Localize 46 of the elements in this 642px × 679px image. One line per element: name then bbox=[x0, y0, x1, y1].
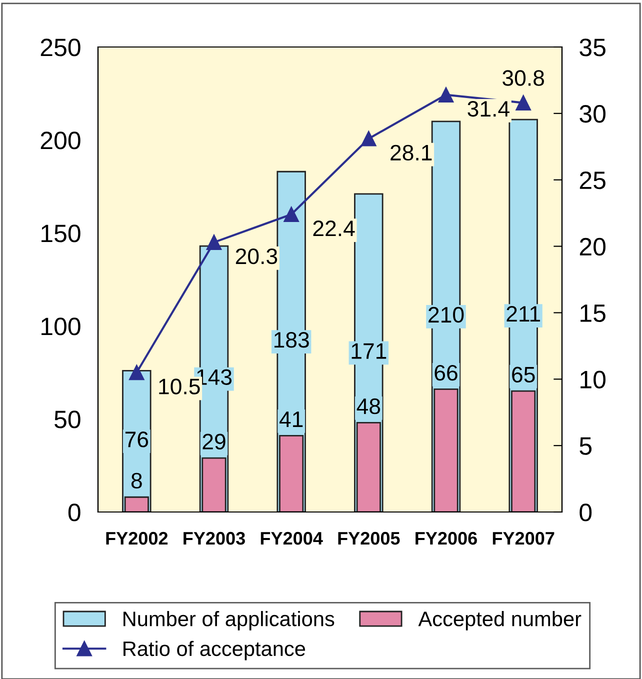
point bbox=[284, 206, 299, 222]
legend-label: Ratio of acceptance bbox=[124, 640, 306, 660]
point bbox=[129, 364, 144, 380]
y2-tick-label: 25 bbox=[580, 171, 606, 190]
x-tick-label: FY2005 bbox=[338, 532, 400, 545]
y2-tick-label: 20 bbox=[580, 238, 606, 256]
data-label: 210 bbox=[428, 306, 464, 323]
y-tick-label: 200 bbox=[40, 132, 80, 150]
data-label: 8 bbox=[131, 472, 142, 489]
data-label: 171 bbox=[352, 343, 386, 359]
y2-tick-label: 10 bbox=[580, 370, 606, 388]
y-tick-label: 150 bbox=[42, 224, 80, 242]
point bbox=[206, 234, 222, 250]
y-tick-label: 250 bbox=[40, 38, 80, 56]
data-label: 30.8 bbox=[502, 70, 544, 86]
data-label: 65 bbox=[512, 366, 535, 383]
data-label: 22.4 bbox=[313, 220, 355, 236]
data-label: 48 bbox=[356, 398, 380, 414]
data-label: 41 bbox=[279, 412, 303, 427]
point bbox=[438, 87, 454, 102]
y-tick-label: 50 bbox=[54, 410, 80, 428]
data-label: 29 bbox=[202, 434, 226, 450]
data-label: 183 bbox=[274, 332, 309, 348]
legend-label: Number of applications bbox=[124, 610, 334, 630]
x-tick-label: FY2002 bbox=[106, 532, 168, 545]
y-tick-label: 0 bbox=[68, 504, 80, 522]
y2-tick-label: 5 bbox=[580, 437, 592, 455]
data-label: 66 bbox=[434, 364, 458, 381]
y2-tick-label: 30 bbox=[580, 105, 606, 123]
y2-tick-label: 0 bbox=[580, 504, 592, 522]
y-tick-label: 100 bbox=[42, 318, 80, 336]
y2-tick-label: 15 bbox=[580, 304, 606, 322]
data-label: 211 bbox=[506, 306, 540, 322]
y2-tick-label: 35 bbox=[580, 38, 606, 56]
data-label: 31.4 bbox=[468, 100, 510, 117]
x-tick-label: FY2007 bbox=[492, 532, 554, 545]
x-tick-label: FY2004 bbox=[260, 532, 323, 545]
data-label: 28.1 bbox=[390, 144, 432, 161]
data-label: 10.5 bbox=[159, 378, 200, 394]
data-label: 76 bbox=[125, 432, 148, 448]
legend-label: Accepted number bbox=[418, 610, 582, 630]
x-tick-label: FY2003 bbox=[184, 532, 245, 545]
point bbox=[361, 131, 376, 146]
point bbox=[516, 95, 531, 110]
data-label: 20.3 bbox=[236, 248, 278, 264]
x-tick-label: FY2006 bbox=[416, 532, 477, 545]
